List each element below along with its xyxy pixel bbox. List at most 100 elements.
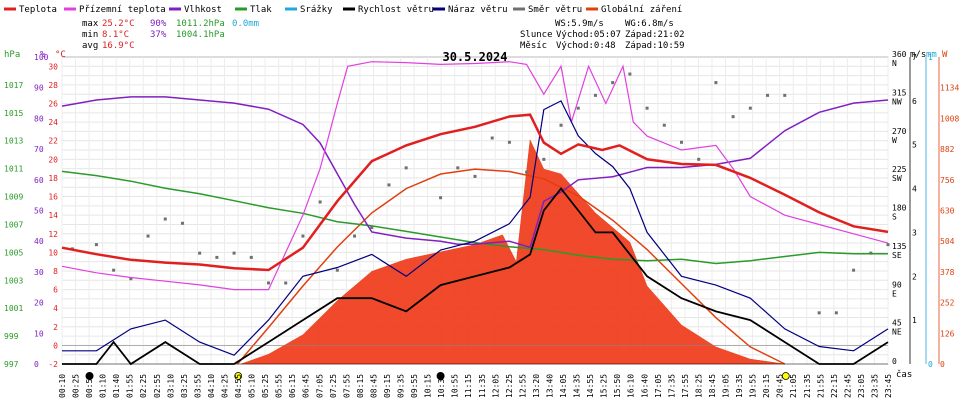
wind-dir-point — [559, 123, 563, 127]
sun-label: Slunce — [520, 30, 553, 40]
x-tick: 19:55 — [749, 374, 758, 398]
x-tick: 17:55 — [681, 374, 690, 398]
press-tick: 1007 — [4, 220, 23, 229]
rad-tick: 756 — [940, 176, 955, 185]
series-radiation — [240, 138, 785, 365]
x-tick: 07:55 — [342, 374, 351, 398]
wind-dir-point — [473, 174, 477, 178]
hum-tick: 100 — [34, 53, 49, 62]
hum-tick: 90 — [34, 84, 44, 93]
sunrise-marker — [234, 372, 243, 380]
x-tick: 01:40 — [112, 374, 121, 398]
wind-dir-point — [198, 251, 202, 255]
rad-tick: 1008 — [940, 114, 959, 123]
rain-tick: 0 — [928, 360, 933, 369]
wind-dir-point — [645, 106, 649, 110]
x-tick: 16:40 — [640, 374, 649, 398]
dir-tick: 45 — [892, 319, 902, 328]
series-pressure — [61, 170, 888, 265]
legend-label: Srážky — [300, 5, 333, 15]
dir-tick: 135 — [892, 242, 907, 251]
wind-speed-info: WS:5.9m/s — [555, 19, 604, 29]
x-tick: 15:50 — [613, 374, 622, 398]
wind-tick: 3 — [912, 228, 917, 237]
moonrise-marker — [85, 372, 94, 380]
press-tick: 1009 — [4, 193, 23, 202]
x-tick: 08:45 — [369, 374, 378, 398]
x-tick: 15:25 — [600, 374, 609, 398]
temp-unit: °C — [55, 50, 66, 60]
sunset-marker — [781, 372, 790, 380]
wind-dir-point — [628, 72, 632, 76]
legend-label: Vlhkost — [184, 5, 222, 15]
x-tick: 05:25 — [261, 374, 270, 398]
dir-tick: S — [892, 213, 897, 222]
dir-tick: 270 — [892, 127, 907, 136]
temp-tick: 22 — [48, 137, 58, 146]
wind-dir-point — [318, 200, 322, 204]
x-tick: 20:15 — [762, 374, 771, 398]
wind-tick: 2 — [912, 272, 917, 281]
x-tick: 10:15 — [424, 374, 433, 398]
press-tick: 1001 — [4, 304, 23, 313]
temp-tick: 2 — [53, 323, 58, 332]
wind-tick: 5 — [912, 141, 917, 150]
wind-gust-info: WG:6.8m/s — [625, 19, 674, 29]
temp-tick: 24 — [48, 118, 58, 127]
dir-tick: N — [892, 59, 897, 68]
dir-tick: 90 — [892, 280, 902, 289]
rad-tick: 630 — [940, 207, 955, 216]
wind-dir-point — [731, 115, 735, 119]
dir-tick: 180 — [892, 204, 907, 213]
dir-tick: SW — [892, 174, 902, 183]
stat-avg-label: avg — [82, 41, 98, 51]
sunrise-info: Východ:05:07 — [556, 30, 621, 40]
temp-tick: 0 — [53, 341, 58, 350]
x-axis-label: čas — [896, 369, 912, 380]
x-tick: 16:10 — [627, 374, 636, 398]
wind-dir-point — [387, 183, 391, 187]
rad-unit: W — [942, 50, 948, 60]
wind-tick: 6 — [912, 97, 917, 106]
legend-label: Globální záření — [601, 5, 682, 15]
moonset-marker — [436, 372, 445, 380]
x-tick: 02:55 — [153, 374, 162, 398]
x-tick: 07:25 — [329, 374, 338, 398]
legend-label: Směr větru — [528, 5, 582, 15]
x-tick: 11:35 — [478, 374, 487, 398]
dir-tick: E — [892, 289, 897, 298]
x-tick: 05:10 — [248, 374, 257, 398]
wind-dir-point — [439, 196, 443, 200]
legend-label: Rychlost větru — [358, 5, 434, 15]
stat-min-hum: 37% — [150, 30, 167, 40]
x-tick: 00:10 — [58, 374, 67, 398]
press-tick: 999 — [4, 332, 19, 341]
temp-tick: 6 — [53, 286, 58, 295]
rad-tick: 1134 — [940, 84, 959, 93]
temp-tick: 30 — [48, 62, 58, 71]
stat-min-temp: 8.1°C — [102, 30, 129, 40]
x-tick: 20:45 — [776, 374, 785, 398]
x-tick: 01:55 — [126, 374, 135, 398]
legend-label: Náraz větru — [448, 5, 508, 15]
press-tick: 1013 — [4, 137, 23, 146]
temp-tick: 26 — [48, 100, 58, 109]
temp-tick: 20 — [48, 155, 58, 164]
stat-min-press: 1004.1hPa — [176, 30, 225, 40]
press-unit: hPa — [4, 50, 20, 60]
x-tick: 09:55 — [410, 374, 419, 398]
dir-tick: SE — [892, 251, 902, 260]
x-tick: 21:35 — [803, 374, 812, 398]
x-tick: 06:45 — [302, 374, 311, 398]
hum-tick: 80 — [34, 114, 44, 123]
wind-dir-point — [834, 311, 838, 315]
wind-tick: 7 — [912, 53, 917, 62]
wind-dir-point — [284, 281, 288, 285]
x-tick: 22:45 — [843, 374, 852, 398]
x-tick: 08:15 — [356, 374, 365, 398]
wind-dir-point — [817, 311, 821, 315]
wind-tick: 1 — [912, 316, 917, 325]
x-tick: 03:25 — [180, 374, 189, 398]
x-tick: 14:35 — [573, 374, 582, 398]
